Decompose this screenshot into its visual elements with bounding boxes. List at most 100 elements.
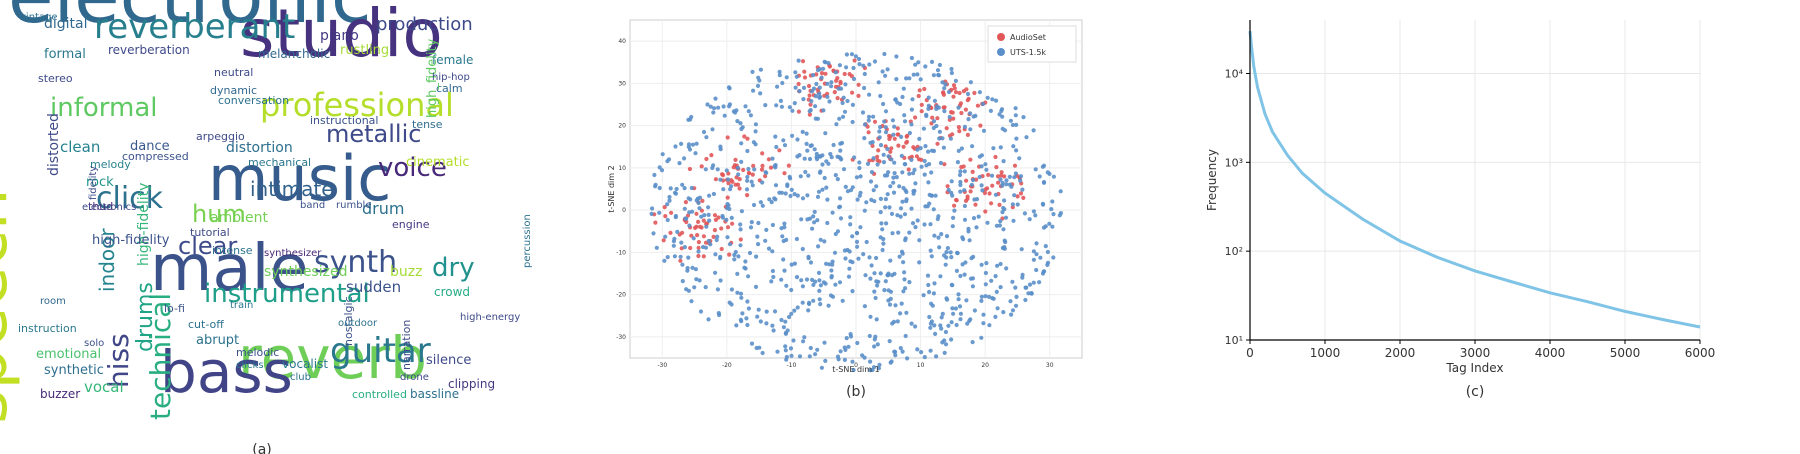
- uts-point: [1034, 252, 1039, 257]
- audioset-point: [786, 163, 791, 168]
- audioset-point: [961, 164, 966, 169]
- word-cloud-word: melancholic: [258, 47, 330, 61]
- uts-point: [959, 146, 964, 151]
- uts-point: [689, 299, 694, 304]
- uts-point: [999, 108, 1004, 114]
- audioset-point: [719, 246, 724, 252]
- word-cloud-word: instrumental: [204, 279, 370, 309]
- audioset-point: [872, 119, 878, 124]
- uts-point: [910, 97, 915, 102]
- uts-point: [878, 125, 883, 130]
- uts-point: [657, 165, 662, 170]
- frequency-series-line: [1248, 30, 1701, 329]
- freq-x-tick-label: 2000: [1385, 346, 1416, 360]
- uts-point: [943, 329, 948, 335]
- audioset-point: [738, 237, 743, 242]
- uts-point: [682, 245, 687, 250]
- uts-point: [775, 349, 780, 354]
- uts-point: [703, 285, 708, 290]
- word-cloud-word: clipping: [448, 377, 495, 391]
- audioset-point: [696, 253, 701, 259]
- uts-point: [843, 256, 848, 261]
- uts-point: [892, 160, 897, 165]
- uts-point: [956, 105, 961, 110]
- uts-point: [800, 284, 805, 289]
- uts-point: [780, 80, 785, 86]
- uts-point: [826, 61, 831, 66]
- word-cloud-word: intense: [212, 244, 253, 257]
- audioset-point: [994, 165, 999, 170]
- uts-point: [755, 83, 761, 88]
- uts-point: [895, 319, 900, 324]
- uts-point: [882, 173, 888, 178]
- uts-point: [749, 179, 754, 184]
- uts-point: [739, 126, 744, 132]
- uts-point: [858, 225, 863, 230]
- uts-point: [806, 173, 811, 178]
- audioset-point: [944, 126, 949, 131]
- uts-point: [949, 70, 954, 76]
- audioset-point: [990, 183, 995, 188]
- uts-point: [819, 75, 824, 80]
- audioset-point: [726, 181, 731, 186]
- uts-point: [715, 167, 720, 172]
- uts-point: [1027, 217, 1032, 222]
- uts-point: [998, 285, 1003, 290]
- uts-point: [772, 196, 777, 201]
- uts-point: [937, 136, 942, 141]
- uts-point: [665, 202, 670, 207]
- word-cloud-word: hum: [192, 200, 246, 228]
- uts-point: [789, 311, 794, 316]
- uts-point: [833, 231, 838, 237]
- uts-point: [797, 354, 803, 359]
- uts-point: [827, 99, 832, 104]
- uts-point: [883, 197, 888, 202]
- uts-point: [748, 225, 754, 230]
- uts-point: [868, 359, 873, 364]
- word-cloud-word: neutral: [214, 66, 253, 79]
- tsne-x-tick-label: 30: [1046, 362, 1054, 369]
- uts-point: [1033, 167, 1038, 172]
- uts-point: [1004, 178, 1009, 183]
- uts-point: [697, 206, 702, 211]
- audioset-point: [875, 154, 880, 159]
- uts-point: [927, 289, 932, 295]
- uts-point: [1000, 210, 1005, 215]
- uts-point: [862, 136, 867, 141]
- audioset-point: [953, 90, 959, 95]
- uts-point: [900, 199, 905, 204]
- uts-point: [1013, 113, 1018, 118]
- uts-point: [1010, 308, 1016, 313]
- audioset-point: [760, 151, 765, 156]
- word-cloud-word: reverb: [238, 324, 427, 392]
- uts-point: [970, 284, 975, 289]
- uts-point: [1031, 280, 1036, 285]
- uts-point: [678, 254, 683, 259]
- uts-point: [829, 155, 834, 160]
- uts-point: [806, 256, 811, 261]
- uts-point: [956, 148, 961, 153]
- uts-point: [822, 340, 827, 345]
- uts-point: [677, 161, 682, 166]
- word-cloud-word: clean: [60, 138, 100, 156]
- uts-point: [888, 184, 893, 189]
- audioset-point: [942, 162, 947, 167]
- word-cloud-word: bass: [160, 338, 293, 406]
- uts-point: [938, 160, 944, 166]
- uts-point: [931, 291, 936, 296]
- word-cloud-word: hip-hop: [432, 72, 470, 83]
- uts-point: [876, 366, 881, 371]
- panel-a-caption: (a): [252, 442, 272, 454]
- uts-point: [1009, 184, 1014, 189]
- audioset-point: [964, 87, 969, 92]
- uts-point: [753, 142, 758, 147]
- audioset-point: [945, 184, 950, 189]
- uts-point: [979, 164, 984, 169]
- uts-point: [868, 179, 874, 184]
- uts-point: [770, 268, 775, 274]
- uts-point: [861, 252, 866, 257]
- uts-point: [951, 215, 956, 220]
- uts-point: [877, 362, 882, 367]
- uts-point: [747, 250, 753, 256]
- uts-point: [1013, 285, 1018, 290]
